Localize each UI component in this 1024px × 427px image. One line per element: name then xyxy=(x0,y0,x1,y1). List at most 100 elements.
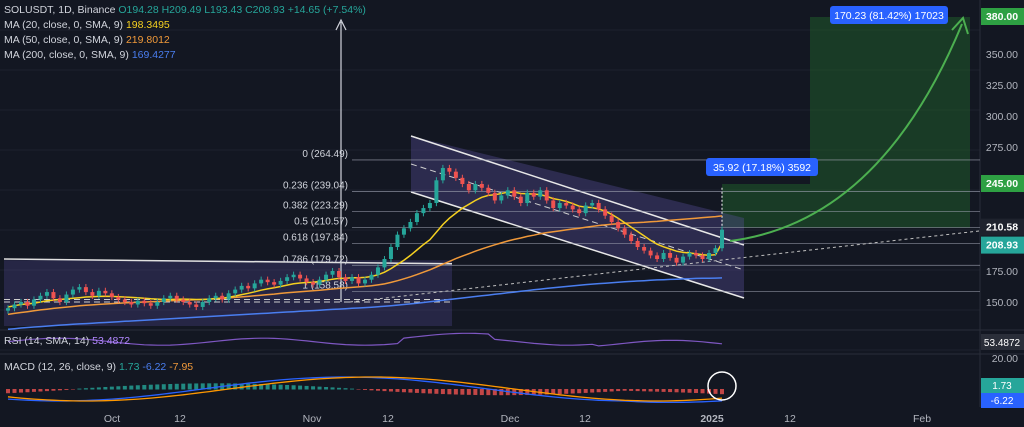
macd-histogram-bar xyxy=(388,389,393,392)
fib-level-label: 0.5 (210.57) xyxy=(294,217,348,228)
macd-histogram-bar xyxy=(259,384,264,390)
price-badge-bg xyxy=(981,175,1024,192)
candle-body xyxy=(551,200,556,209)
macd-signal-badge-bg xyxy=(981,393,1024,408)
candle-body xyxy=(629,234,634,241)
ma50-value: 219.8012 xyxy=(125,34,170,46)
candle-body xyxy=(408,222,413,229)
price-badge: 245.00 xyxy=(986,178,1018,190)
fib-level-label: 0 (264.49) xyxy=(302,149,348,160)
macd-badge-bg xyxy=(981,378,1024,393)
candle-body xyxy=(161,298,166,302)
macd-histogram-bar xyxy=(642,389,647,392)
macd-hist-value: -7.95 xyxy=(169,361,194,373)
macd-histogram-bar xyxy=(317,386,322,390)
macd-histogram-bar xyxy=(479,389,484,396)
resistance-line xyxy=(3,258,453,265)
candle-body xyxy=(505,190,510,196)
candle-body xyxy=(259,279,264,284)
price-axis-tick: 175.00 xyxy=(986,266,1018,278)
candle-body xyxy=(616,222,621,229)
candle-body xyxy=(57,298,62,302)
macd-histogram-bar xyxy=(486,389,491,396)
candle-body xyxy=(486,187,491,193)
candle-body xyxy=(194,304,199,307)
candle-body xyxy=(401,228,406,235)
macd-histogram-bar xyxy=(356,389,361,390)
macd-histogram-bar xyxy=(337,387,342,390)
candle-body xyxy=(687,253,692,257)
candle-body xyxy=(713,248,718,253)
macd-histogram-bar xyxy=(564,389,569,394)
macd-value: 1.73 xyxy=(118,361,140,373)
channel-top xyxy=(410,135,745,246)
macd-histogram-bar xyxy=(375,389,380,391)
ma20-value: 198.3495 xyxy=(125,19,170,31)
macd-histogram-bar xyxy=(194,383,199,390)
macd-histogram-bar xyxy=(25,389,30,393)
macd-histogram-bar xyxy=(616,389,621,392)
macd-histogram-bar xyxy=(18,389,23,393)
macd-histogram-bar xyxy=(382,389,387,392)
macd-histogram-bar xyxy=(226,383,231,390)
candle-body xyxy=(226,293,231,300)
macd-histogram-bar xyxy=(421,389,426,394)
macd-histogram-bar xyxy=(77,388,82,390)
candle-body xyxy=(83,287,88,293)
macd-histogram-bar xyxy=(278,384,283,390)
gain-annotation-small-bg xyxy=(706,158,818,176)
macd-histogram-bar xyxy=(90,387,95,390)
candle-body xyxy=(583,205,588,214)
candle-body xyxy=(272,282,277,285)
macd-histogram-bar xyxy=(720,389,724,395)
candle-body xyxy=(460,177,465,184)
rsi-value: 53.4872 xyxy=(92,335,131,347)
price-axis-tick: 300.00 xyxy=(986,111,1018,123)
macd-histogram-bar xyxy=(453,389,458,395)
time-axis-tick: Dec xyxy=(501,413,520,425)
price-badge-bg xyxy=(981,218,1024,236)
macd-histogram-bar xyxy=(687,389,692,393)
candle-body xyxy=(96,290,101,296)
channel-bottom xyxy=(410,191,745,299)
candle-body xyxy=(388,247,393,259)
macd-histogram-bar xyxy=(304,385,309,390)
candle-body xyxy=(304,278,309,283)
macd-histogram-bar xyxy=(148,384,153,390)
price-badge-bg xyxy=(981,236,1024,254)
macd-histogram-bar xyxy=(135,385,140,390)
macd-histogram-bar xyxy=(12,389,17,393)
candle-body xyxy=(233,289,238,294)
candle-body xyxy=(544,190,549,201)
ohlc-label: O194.28 H209.49 L193.43 C208.93 +14.65 (… xyxy=(118,4,366,16)
macd-histogram-bar xyxy=(311,386,316,390)
macd-histogram-bar xyxy=(6,389,10,394)
candle-body xyxy=(538,190,543,197)
candle-body xyxy=(213,295,218,299)
candle-body xyxy=(207,298,212,302)
candle-body xyxy=(382,259,387,268)
macd-histogram-bar xyxy=(661,389,666,392)
time-axis-tick: 12 xyxy=(382,413,394,425)
candle-body xyxy=(64,294,69,302)
macd-histogram-bar xyxy=(161,384,166,390)
candle-body xyxy=(590,203,595,206)
candle-body xyxy=(278,280,283,285)
macd-histogram-bar xyxy=(70,389,75,390)
candle-body xyxy=(18,302,23,305)
time-axis-tick: 2025 xyxy=(700,413,724,425)
macd-histogram-bar xyxy=(395,389,400,392)
candle-body xyxy=(369,274,374,280)
macd-histogram-bar xyxy=(694,389,699,394)
candle-body xyxy=(635,241,640,247)
fib-level-label: 0.236 (239.04) xyxy=(283,181,348,192)
candle-body xyxy=(421,208,426,214)
candle-body xyxy=(129,302,134,305)
candle-body xyxy=(453,171,458,178)
macd-histogram-bar xyxy=(408,389,413,393)
rsi-badge-bg xyxy=(981,334,1024,350)
price-badge: 210.58 xyxy=(986,222,1018,234)
macd-histogram-bar xyxy=(122,385,127,390)
macd-histogram-bar xyxy=(265,384,270,390)
